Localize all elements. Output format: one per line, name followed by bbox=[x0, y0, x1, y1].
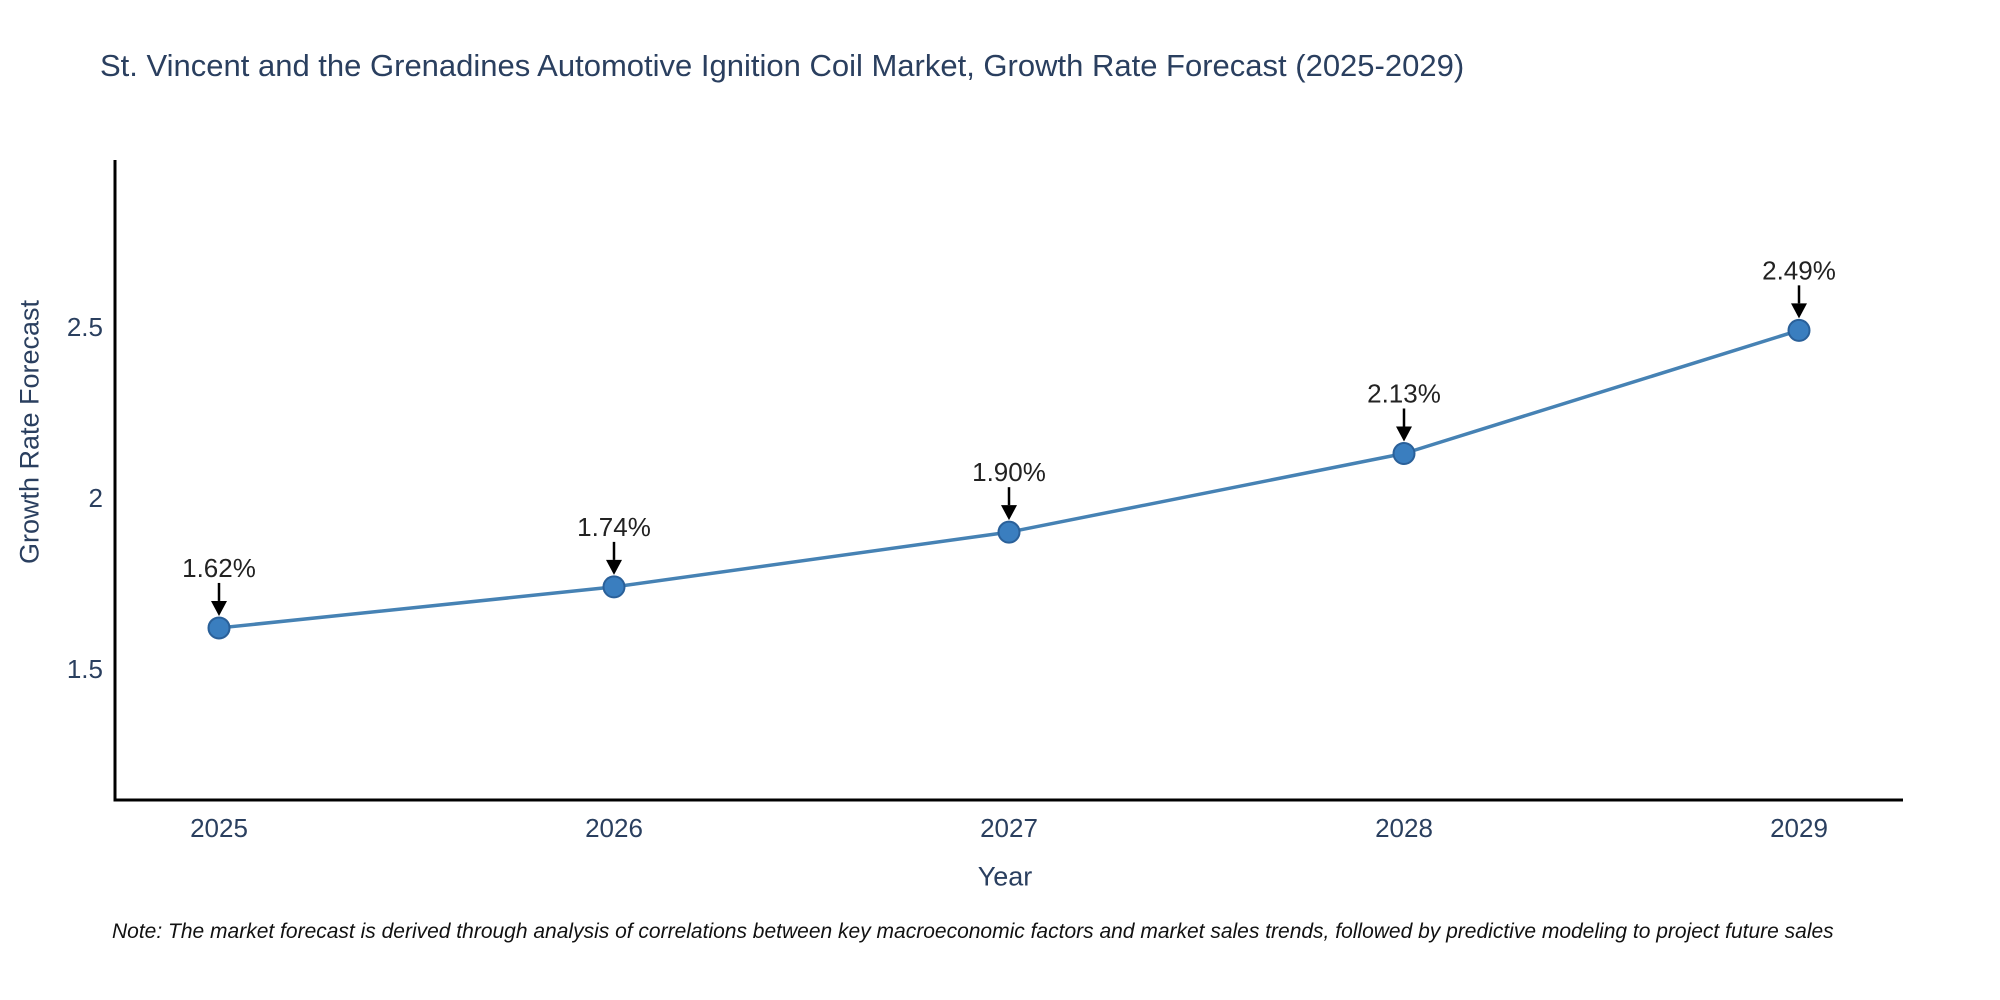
y-tick-label: 1.5 bbox=[67, 654, 103, 684]
y-tick-label: 2 bbox=[89, 483, 103, 513]
x-tick-label: 2027 bbox=[980, 813, 1038, 843]
annotation-arrowhead bbox=[606, 559, 622, 575]
x-tick-label: 2029 bbox=[1770, 813, 1828, 843]
annotation-arrowhead bbox=[1001, 505, 1017, 521]
data-point-marker[interactable] bbox=[602, 575, 626, 599]
data-point-marker[interactable] bbox=[207, 616, 231, 640]
data-point-label: 2.13% bbox=[1367, 378, 1441, 408]
data-point-label: 1.62% bbox=[182, 553, 256, 583]
y-axis-title: Growth Rate Forecast bbox=[14, 299, 45, 565]
x-tick-label: 2025 bbox=[190, 813, 248, 843]
data-point-label: 2.49% bbox=[1762, 255, 1836, 285]
data-point-marker[interactable] bbox=[997, 520, 1021, 544]
data-point-label: 1.74% bbox=[577, 512, 651, 542]
annotation-arrowhead bbox=[1396, 426, 1412, 442]
data-point-marker[interactable] bbox=[1787, 318, 1811, 342]
data-point-label: 1.90% bbox=[972, 457, 1046, 487]
y-tick-label: 2.5 bbox=[67, 312, 103, 342]
x-axis-title: Year bbox=[977, 861, 1033, 892]
data-point-marker[interactable] bbox=[1392, 441, 1416, 465]
x-tick-label: 2026 bbox=[585, 813, 643, 843]
chart-title: St. Vincent and the Grenadines Automotiv… bbox=[100, 48, 1465, 83]
annotation-arrowhead bbox=[1791, 303, 1807, 319]
annotation-arrowhead bbox=[211, 600, 227, 616]
x-tick-label: 2028 bbox=[1375, 813, 1433, 843]
footnote: Note: The market forecast is derived thr… bbox=[112, 920, 1834, 943]
